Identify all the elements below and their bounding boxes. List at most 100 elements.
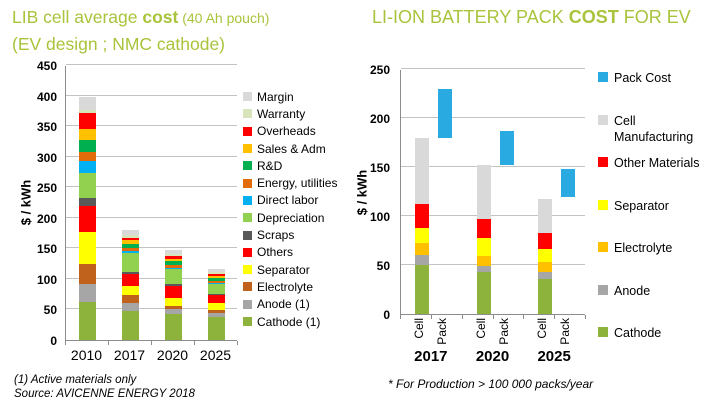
bar-segment [79, 172, 96, 199]
x-sub-label: Cell [473, 318, 488, 339]
bar-segment [122, 230, 139, 235]
stacked-bar-2025 [208, 268, 225, 340]
bar-segment [208, 280, 225, 284]
bar-segment [538, 199, 553, 233]
x-tick-mark [400, 315, 401, 319]
x-axis-label: 2017 [113, 347, 146, 363]
y-tick-label: 450 [36, 59, 57, 73]
left-title-bold: cost [142, 7, 179, 27]
legend-swatch [598, 327, 608, 337]
legend-swatch [598, 242, 608, 252]
bar-segment [79, 205, 96, 233]
bar-segment [122, 238, 139, 241]
left-footnote-line2: Source: AVICENNE ENERGY 2018 [14, 388, 195, 401]
bar-segment [165, 297, 182, 306]
x-tick-mark [523, 315, 525, 319]
legend-label: Separator [257, 262, 310, 277]
bar-segment [79, 96, 96, 110]
x-tick-mark [554, 315, 556, 319]
bar-segment [165, 261, 182, 265]
bar-segment [122, 243, 139, 249]
stacked-bar-cell-2025 [538, 199, 553, 314]
y-tick-label: 100 [369, 210, 390, 224]
legend-swatch [243, 213, 252, 223]
legend-item: Scraps [243, 226, 359, 243]
y-tick-label: 200 [369, 112, 390, 126]
gridline [66, 125, 237, 127]
x-tick-mark [585, 315, 586, 319]
right-title-normal: LI-ION BATTERY PACK [372, 7, 569, 27]
y-tick-label: 100 [36, 272, 57, 287]
bar-segment [122, 274, 139, 286]
left-legend: Margin Warranty Overheads Sales & Adm R&D Ene… [243, 88, 359, 330]
legend-item: Separator [598, 198, 714, 214]
x-tick-mark [194, 341, 195, 345]
legend-swatch [243, 195, 252, 205]
y-tick-label: 300 [36, 150, 57, 165]
legend-item: Cathode (1) [243, 313, 359, 330]
bar-segment [208, 316, 225, 340]
legend-label: Depreciation [257, 210, 325, 225]
legend-swatch [243, 299, 252, 309]
legend-item: Overheads [243, 123, 359, 140]
legend-label: R&D [257, 158, 283, 173]
stacked-bar-2020 [165, 249, 182, 340]
bar-segment [476, 165, 491, 219]
y-tick-label: 250 [36, 181, 57, 196]
legend-item: Sales & Adm [243, 140, 359, 157]
legend-label: Separator [614, 198, 669, 213]
y-tick-label: 50 [376, 259, 390, 273]
gridline [66, 277, 237, 279]
legend-item: Cell Manufacturing [598, 113, 714, 146]
bar-segment [208, 272, 225, 275]
legend-swatch [598, 72, 608, 82]
legend-swatch [598, 157, 608, 167]
bar-segment [79, 284, 96, 302]
legend-label: Other Materials [614, 156, 700, 170]
legend-item: Anode (1) [243, 296, 359, 313]
legend-swatch [243, 126, 252, 136]
floating-bar-pack-2017 [438, 88, 452, 138]
gridline [401, 68, 585, 69]
bar-segment [122, 234, 139, 239]
legend-label: Cathode (1) [257, 314, 321, 329]
bar-segment [208, 313, 225, 317]
bar-segment [165, 314, 182, 340]
bar-segment [538, 249, 553, 263]
bar-segment [415, 255, 429, 265]
x-year-label: 2017 [414, 348, 448, 365]
gridline [66, 94, 237, 96]
legend-item: Warranty [243, 105, 359, 122]
x-sub-label: Cell [535, 318, 550, 339]
y-tick-label: 250 [369, 63, 390, 77]
bar-segment [165, 258, 182, 262]
legend-swatch [243, 230, 252, 240]
bar-segment [165, 284, 182, 286]
legend-item: Margin [243, 88, 359, 105]
bar-segment [208, 284, 225, 294]
x-tick-mark [461, 315, 463, 319]
gridline [401, 117, 585, 118]
bar-segment [122, 240, 139, 244]
left-title-normal: LIB cell average [12, 7, 143, 27]
bar-segment [208, 310, 225, 314]
bar-segment [165, 285, 182, 298]
bar-segment [208, 283, 225, 285]
left-chart-title-line1: LIB cell average cost (40 Ah pouch) [12, 4, 269, 31]
bar-segment [415, 265, 429, 314]
bar-segment [122, 302, 139, 311]
x-tick-mark [65, 341, 66, 345]
gridline [66, 308, 237, 310]
right-footnote: * For Production > 100 000 packs/year [388, 377, 594, 391]
bar-segment [538, 278, 553, 314]
legend-label: Overheads [257, 124, 316, 139]
bar-segment [208, 268, 225, 273]
legend-label: Warranty [257, 106, 306, 121]
legend-swatch [243, 144, 252, 154]
legend-swatch [598, 114, 608, 125]
x-tick-mark [237, 341, 238, 345]
x-sub-label: Pack [496, 318, 511, 345]
x-sub-label: Cell [412, 318, 426, 339]
x-axis-label: 2020 [156, 347, 189, 363]
